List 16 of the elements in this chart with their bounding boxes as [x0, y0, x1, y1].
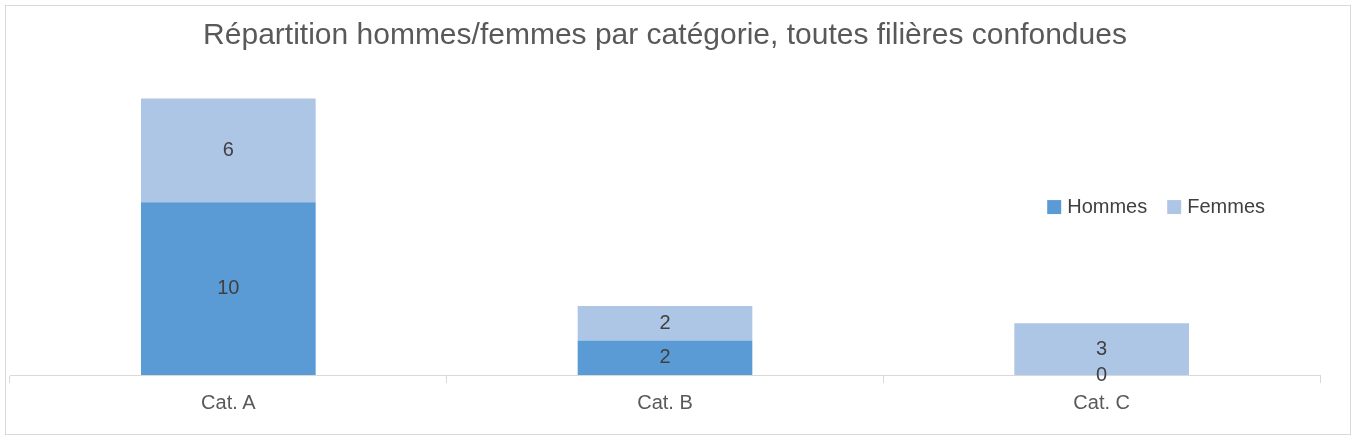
x-tick-label: Cat. A [201, 390, 257, 413]
data-label: 6 [222, 137, 234, 160]
data-label: 3 [1096, 336, 1108, 359]
data-label: 2 [659, 310, 671, 333]
x-tick-label: Cat. B [637, 390, 693, 413]
bar [577, 340, 753, 375]
x-tick-label: Cat. C [1073, 390, 1131, 413]
data-label: 0 [1096, 362, 1108, 385]
bar [141, 202, 316, 375]
legend-label: Femmes [1187, 194, 1266, 217]
legend-label: Hommes [1067, 194, 1148, 217]
bar [577, 305, 753, 341]
bar [141, 98, 316, 203]
data-label: 2 [659, 345, 671, 368]
chart-title: Répartition hommes/femmes par catégorie, toutes filières confondues [203, 17, 1127, 51]
data-label: 10 [217, 276, 240, 299]
